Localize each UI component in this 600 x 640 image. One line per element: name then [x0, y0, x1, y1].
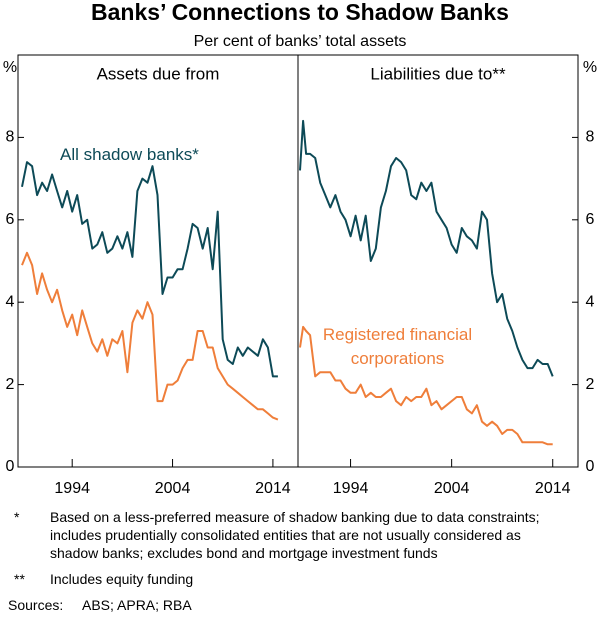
- x-tick-label: 2004: [434, 480, 470, 497]
- x-tick-label: 1994: [333, 480, 369, 497]
- series-label: All shadow banks*: [60, 145, 199, 164]
- footnote-mark: **: [14, 571, 25, 587]
- footnote-text: Includes equity funding: [50, 571, 194, 587]
- plot-frame: [297, 54, 579, 468]
- series-line: [21, 251, 279, 421]
- footnote-mark: *: [14, 509, 20, 525]
- y-tick-label: 0: [586, 458, 595, 475]
- y-tick-label: 2: [6, 376, 15, 393]
- footnote-text: Based on a less-preferred measure of sha…: [50, 509, 540, 561]
- plot-frame: [17, 54, 299, 468]
- y-axis-unit: %: [583, 59, 597, 76]
- sources-text: ABS; APRA; RBA: [82, 597, 192, 613]
- series-line: [299, 325, 553, 446]
- footnote: * Based on a less-preferred measure of sh…: [0, 508, 600, 562]
- chart-subtitle: Per cent of banks’ total assets: [194, 33, 407, 50]
- y-axis-unit: %: [3, 59, 17, 76]
- x-tick-label: 1994: [54, 480, 90, 497]
- panel-title: Assets due from: [97, 64, 220, 83]
- y-tick-label: 6: [586, 211, 595, 228]
- sources-label: Sources:: [8, 597, 64, 613]
- series-label: Registered financial corporations: [322, 325, 473, 368]
- y-tick-label: 2: [586, 376, 595, 393]
- x-tick-label: 2004: [155, 480, 191, 497]
- x-tick-label: 2014: [535, 480, 571, 497]
- series-line: [21, 161, 278, 378]
- y-tick-label: 4: [6, 293, 15, 310]
- chart-title: Banks’ Connections to Shadow Banks: [91, 0, 509, 25]
- panel-title: Liabilities due to**: [370, 64, 506, 83]
- y-tick-label: 8: [6, 129, 15, 146]
- y-tick-label: 8: [586, 129, 595, 146]
- footnote: ** Includes equity funding: [0, 570, 600, 588]
- series-line: [299, 119, 554, 377]
- y-tick-label: 0: [6, 458, 15, 475]
- x-tick-label: 2014: [255, 480, 291, 497]
- sources: Sources: ABS; APRA; RBA: [0, 596, 600, 614]
- y-tick-label: 6: [6, 211, 15, 228]
- footnotes: * Based on a less-preferred measure of sh…: [0, 508, 600, 614]
- chart: Banks’ Connections to Shadow Banks Per c…: [3, 0, 597, 497]
- y-tick-label: 4: [586, 293, 595, 310]
